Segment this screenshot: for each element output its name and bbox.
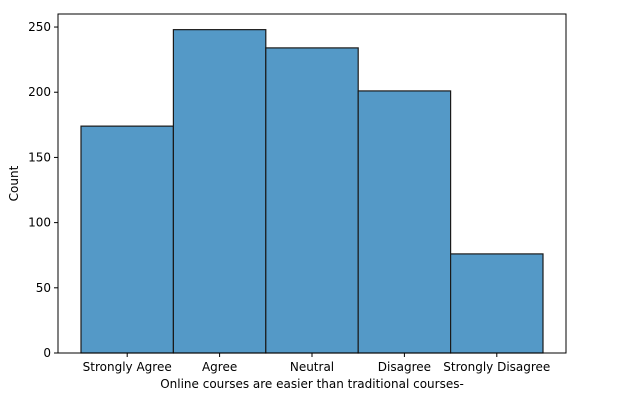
y-tick-label: 50 bbox=[36, 281, 51, 295]
x-tick-label: Neutral bbox=[290, 360, 334, 374]
y-tick-label: 200 bbox=[28, 85, 51, 99]
bar-disagree bbox=[357, 90, 452, 354]
y-axis: 0 50 100 150 200 250 bbox=[28, 20, 58, 360]
y-tick-label: 150 bbox=[28, 150, 51, 164]
bars-group bbox=[80, 29, 544, 354]
x-tick-label: Strongly Disagree bbox=[443, 360, 550, 374]
bar-agree bbox=[172, 29, 267, 354]
x-tick-label: Agree bbox=[202, 360, 237, 374]
bar-strongly-disagree bbox=[450, 253, 544, 354]
bar-strongly-agree bbox=[80, 125, 175, 354]
y-tick-label: 100 bbox=[28, 216, 51, 230]
y-tick-label: 250 bbox=[28, 20, 51, 34]
x-axis-label: Online courses are easier than tradition… bbox=[160, 377, 464, 391]
plot-frame bbox=[57, 13, 567, 354]
bar-neutral bbox=[265, 47, 359, 354]
y-axis-label: Count bbox=[7, 165, 21, 201]
y-tick-label: 0 bbox=[43, 346, 51, 360]
x-tick-label: Strongly Agree bbox=[83, 360, 172, 374]
x-axis: Strongly Agree Agree Neutral Disagree Strong… bbox=[83, 353, 550, 374]
x-tick-label: Disagree bbox=[378, 360, 431, 374]
